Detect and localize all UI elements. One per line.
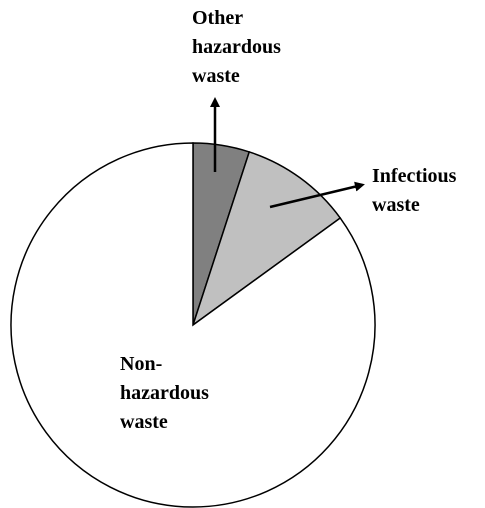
slice-label: Infectious waste [372, 165, 457, 216]
pie-slice [191, 150, 342, 327]
slice-label: Non-hazardous waste [120, 353, 209, 433]
pie-slice [10, 142, 376, 508]
slice-label: Other hazardous waste [192, 7, 281, 87]
arrow [269, 181, 365, 209]
